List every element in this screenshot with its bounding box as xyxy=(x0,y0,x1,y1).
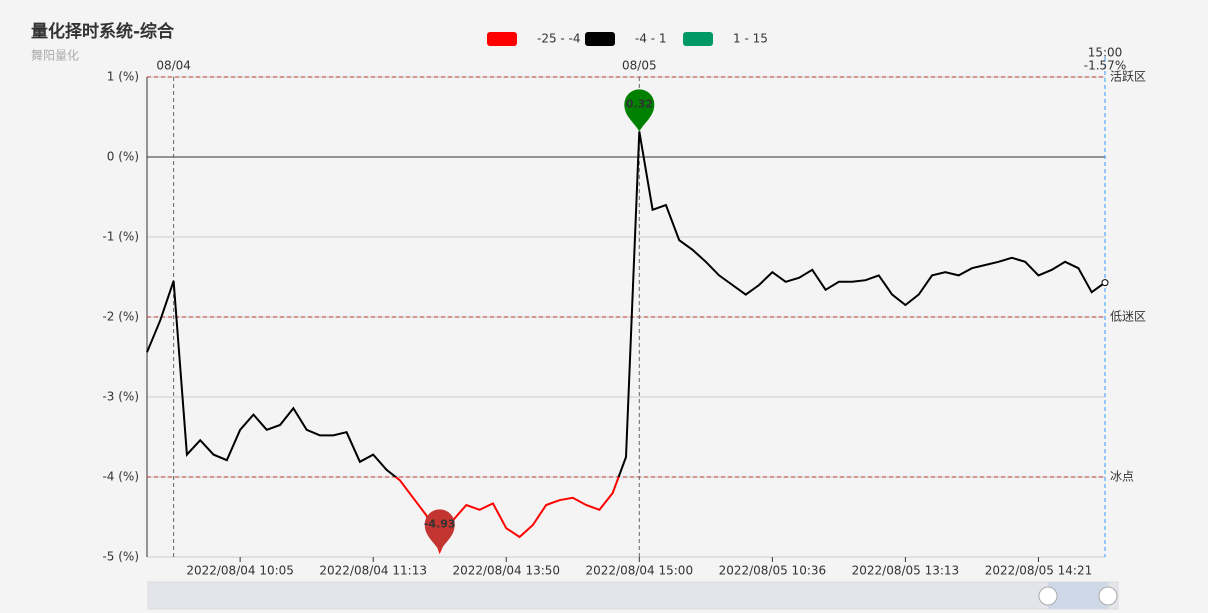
chart-subtitle: 舞阳量化 xyxy=(31,49,79,63)
mark-point xyxy=(624,89,655,132)
pointer-value: -1.57% xyxy=(1084,59,1126,73)
data-zoom-track[interactable] xyxy=(147,581,1119,610)
x-tick-label: 2022/08/04 15:00 xyxy=(586,564,694,578)
mark-line-label: 活跃区 xyxy=(1110,70,1146,84)
x-tick-label: 2022/08/04 13:50 xyxy=(452,564,560,578)
legend-swatch[interactable] xyxy=(683,32,713,46)
x-tick-label: 2022/08/05 14:21 xyxy=(985,564,1093,578)
day-marker-label: 08/05 xyxy=(622,59,657,73)
y-tick-label: -2 (%) xyxy=(102,310,139,324)
pointer-dot xyxy=(1101,279,1109,287)
x-tick-label: 2022/08/04 11:13 xyxy=(319,564,427,578)
mark-line-label: 冰点 xyxy=(1110,470,1134,484)
data-zoom-handle[interactable] xyxy=(1098,586,1118,606)
legend-label: -25 - -4 xyxy=(537,32,581,46)
legend-label: 1 - 15 xyxy=(733,32,768,46)
y-tick-label: -1 (%) xyxy=(102,230,139,244)
legend-label: -4 - 1 xyxy=(635,32,667,46)
legend-swatch[interactable] xyxy=(585,32,615,46)
x-tick-label: 2022/08/05 13:13 xyxy=(852,564,960,578)
y-tick-label: -5 (%) xyxy=(102,550,139,564)
series-line xyxy=(146,131,1106,555)
x-tick-label: 2022/08/04 10:05 xyxy=(186,564,294,578)
y-tick-label: -4 (%) xyxy=(102,470,139,484)
day-marker-label: 08/04 xyxy=(156,59,191,73)
y-tick-label: -3 (%) xyxy=(102,390,139,404)
mark-point-label: -4.93 xyxy=(424,517,456,530)
mark-point-label: 0.32 xyxy=(626,97,653,110)
chart-title: 量化择时系统-综合 xyxy=(31,21,175,42)
x-tick-label: 2022/08/05 10:36 xyxy=(719,564,827,578)
pointer-time: 15:00 xyxy=(1088,46,1123,60)
data-zoom-handle[interactable] xyxy=(1038,586,1058,606)
data-zoom-window[interactable] xyxy=(1048,582,1108,609)
mark-point xyxy=(424,509,455,552)
y-tick-label: 0 (%) xyxy=(107,150,139,164)
legend-swatch[interactable] xyxy=(487,32,517,46)
mark-line-label: 低迷区 xyxy=(1110,310,1146,324)
y-tick-label: 1 (%) xyxy=(107,70,139,84)
